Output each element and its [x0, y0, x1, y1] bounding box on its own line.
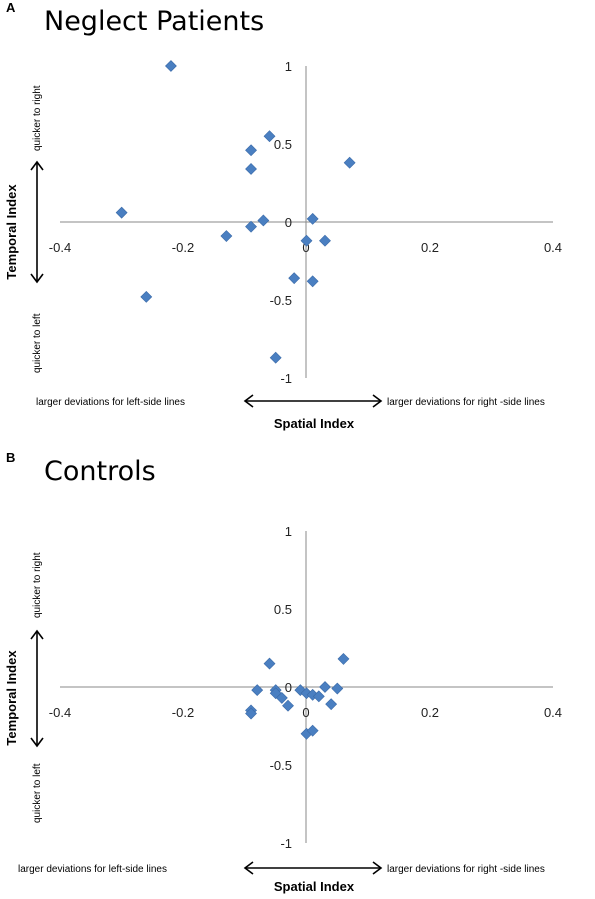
data-point [282, 699, 294, 712]
y-tick-label: -1 [280, 836, 292, 851]
data-point [312, 690, 325, 703]
data-point [245, 144, 257, 157]
data-point [251, 684, 264, 697]
y-tick-label: 0 [285, 215, 292, 230]
x-tick-label: 0.4 [544, 240, 562, 255]
y-tick-label: 1 [285, 59, 292, 74]
data-point [306, 212, 319, 225]
data-point [325, 698, 338, 711]
data-point [275, 691, 288, 704]
y-tick-label: 1 [285, 524, 292, 539]
data-points [115, 60, 356, 364]
data-point [263, 657, 276, 670]
data-point [245, 707, 257, 720]
data-point [306, 724, 319, 737]
data-point [263, 130, 276, 143]
x-axis-title: Spatial Index [274, 416, 355, 431]
x-tick-label: -0.4 [49, 240, 71, 255]
x-tick-label: 0.2 [421, 240, 439, 255]
data-point [300, 234, 313, 247]
data-point [140, 290, 153, 303]
chart-title: Neglect Patients [44, 6, 265, 37]
y-axis-arrow [30, 160, 44, 284]
y-axis-title: Temporal Index [4, 184, 19, 280]
y-tick-label: -1 [280, 371, 292, 386]
data-point [337, 652, 350, 665]
data-point [306, 275, 319, 288]
y-axis-arrow [30, 629, 44, 748]
scatter-plot: -0.4 -0.2 0 0.2 0.4 1 0.5 0 -0.5 -1 larg… [4, 59, 562, 431]
y-tick-label: 0 [285, 680, 292, 695]
x-axis-title: Spatial Index [274, 879, 355, 894]
y-bottom-annotation: quicker to left [32, 763, 43, 823]
x-tick-label: 0 [302, 240, 309, 255]
x-right-annotation: larger deviations for right -side lines [387, 864, 545, 875]
x-tick-label: -0.2 [172, 240, 194, 255]
x-axis-arrow [243, 861, 383, 875]
panel-controls: B Controls -0.4 -0.2 0 0.2 0.4 1 0.5 0 -… [0, 450, 595, 899]
y-tick-label: -0.5 [270, 293, 292, 308]
panel-letter: A [6, 0, 16, 15]
x-axis-arrow [243, 394, 383, 408]
data-point [115, 206, 128, 219]
x-tick-label: 0.2 [421, 705, 439, 720]
data-point [288, 272, 301, 285]
y-bottom-annotation: quicker to left [32, 313, 43, 373]
data-point [269, 351, 282, 364]
data-point [165, 60, 177, 72]
data-point [220, 230, 233, 242]
x-tick-label: 0.4 [544, 705, 562, 720]
panel-neglect-patients: A Neglect Patients -0.4 -0.2 0 0.2 0.4 1… [0, 0, 595, 440]
x-tick-label: -0.2 [172, 705, 194, 720]
panel-letter: B [6, 450, 16, 465]
data-point [331, 682, 344, 695]
y-top-annotation: quicker to right [32, 552, 43, 618]
chart-title: Controls [44, 456, 156, 487]
data-points [245, 652, 350, 740]
y-top-annotation: quicker to right [32, 85, 43, 151]
data-point [319, 234, 331, 247]
x-right-annotation: larger deviations for right -side lines [387, 397, 545, 408]
x-left-annotation: larger deviations for left-side lines [18, 864, 167, 875]
data-point [343, 156, 356, 169]
y-axis-title: Temporal Index [4, 650, 19, 746]
y-tick-label: 0.5 [274, 602, 292, 617]
y-tick-label: 0.5 [274, 137, 292, 152]
y-tick-label: -0.5 [270, 758, 292, 773]
x-tick-label: -0.4 [49, 705, 71, 720]
data-point [319, 681, 331, 693]
data-point [257, 214, 270, 227]
data-point [245, 220, 257, 233]
x-left-annotation: larger deviations for left-side lines [36, 397, 185, 408]
scatter-plot: -0.4 -0.2 0 0.2 0.4 1 0.5 0 -0.5 -1 larg… [4, 524, 562, 894]
data-point [245, 163, 257, 175]
x-tick-label: 0 [302, 705, 309, 720]
